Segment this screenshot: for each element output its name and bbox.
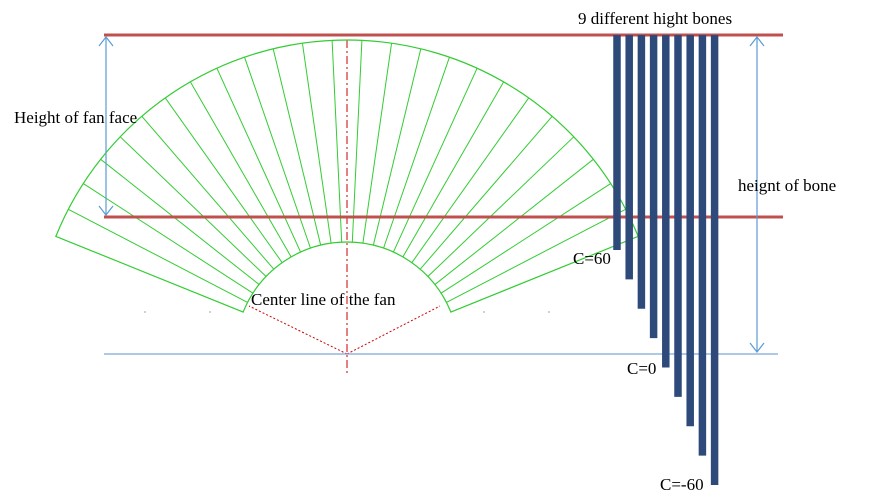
fan-rib [383, 57, 450, 249]
fan-rib [189, 81, 292, 258]
fan-rib [372, 48, 422, 246]
fan-rib [100, 158, 260, 285]
fan-rib [272, 48, 322, 246]
bone-bar [613, 35, 621, 250]
fan-rib [141, 115, 275, 270]
fan-shape [55, 39, 639, 313]
fan-center-ray-right [346, 305, 441, 355]
c-60-label: C=60 [573, 249, 611, 268]
fan-rib [392, 68, 478, 253]
c-0-label: C=0 [627, 359, 656, 378]
bone-bar [625, 35, 633, 280]
bone-bar [674, 35, 682, 397]
fan-rib [402, 81, 505, 258]
fan-face-height-label: Height of fan face [14, 108, 137, 127]
bone-bar [662, 35, 670, 368]
fan-rib [164, 97, 283, 263]
fan-rib [351, 40, 363, 243]
bone-height-label: heignt of bone [738, 176, 836, 195]
c-minus-60-label: C=-60 [660, 475, 704, 494]
fan-rib [419, 115, 553, 270]
fan-rib [411, 97, 530, 263]
bone-bar [710, 35, 719, 485]
fan-rib [427, 136, 575, 277]
bone-bar [698, 35, 707, 456]
bones-group [613, 35, 719, 485]
fan-center-line-label: Center line of the fan [251, 290, 396, 309]
fan-rib [244, 57, 311, 249]
fan-rib [446, 208, 626, 303]
bone-bar [686, 35, 694, 427]
fan-rib [83, 183, 254, 294]
bone-bar [637, 35, 646, 309]
fan-rib [68, 208, 248, 303]
bone-bar [649, 35, 658, 339]
fan-face-height-arrow [98, 36, 114, 216]
fan-rib [362, 43, 393, 244]
fan-rib [119, 136, 267, 277]
fan-rib [331, 40, 343, 243]
faint-guide-dots [144, 311, 550, 313]
fan-center-ray-left [248, 305, 348, 355]
fan-rib [440, 183, 611, 294]
fan-rib [216, 68, 302, 253]
fan-rib [301, 43, 332, 244]
bones-count-label: 9 different hight bones [578, 9, 732, 28]
fan-outline [55, 39, 639, 313]
bone-height-arrow [749, 36, 765, 353]
fan-rib [434, 158, 594, 285]
